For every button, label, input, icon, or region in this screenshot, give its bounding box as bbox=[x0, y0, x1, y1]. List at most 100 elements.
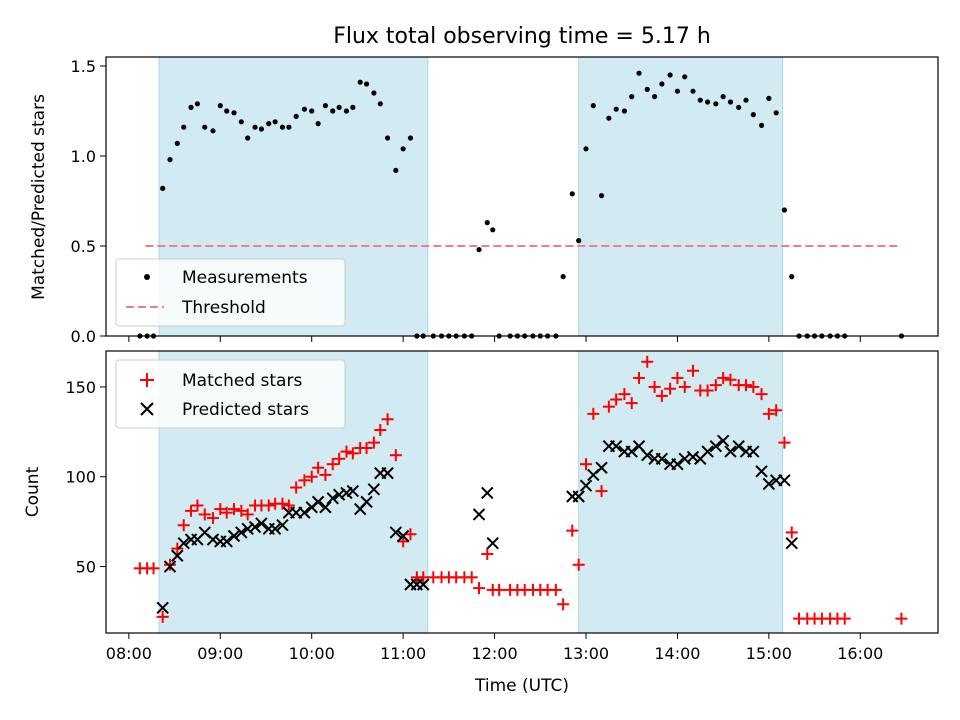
predicted-star-stroke-b bbox=[778, 474, 791, 487]
measurement-point bbox=[644, 86, 650, 92]
top-shaded-periods bbox=[158, 56, 784, 337]
predicted-star-point bbox=[298, 506, 311, 519]
predicted-star-stroke-b bbox=[625, 445, 638, 458]
matched-star-point bbox=[724, 373, 737, 386]
predicted-star-stroke-b bbox=[686, 450, 700, 464]
predicted-stars-points bbox=[156, 434, 798, 615]
predicted-star-stroke-b bbox=[572, 490, 585, 503]
predicted-star-stroke-b bbox=[367, 483, 381, 496]
measurement-point bbox=[490, 227, 496, 233]
measurement-point bbox=[336, 104, 342, 110]
predicted-star-stroke-b bbox=[755, 465, 768, 478]
bottom-ytick-label-1: 100 bbox=[65, 468, 96, 487]
bottom-panel: 50 100 150 08:00 09:00 10:00 11:00 12:00 13:00 1… bbox=[23, 350, 939, 696]
predicted-star-stroke-b bbox=[268, 522, 282, 536]
matched-star-point bbox=[664, 382, 677, 395]
predicted-star-point bbox=[311, 495, 325, 509]
predicted-star-point bbox=[177, 536, 190, 550]
measurement-point bbox=[720, 94, 726, 100]
matched-star-point bbox=[625, 397, 638, 410]
predicted-star-point bbox=[762, 477, 776, 491]
predicted-star-stroke-b bbox=[609, 439, 623, 453]
measurement-point bbox=[385, 135, 391, 141]
matched-star-point bbox=[778, 436, 791, 449]
matched-star-point bbox=[580, 458, 592, 471]
predicted-star-point bbox=[268, 522, 282, 536]
matched-star-point bbox=[747, 380, 760, 393]
xtick-label-5: 13:00 bbox=[563, 644, 609, 663]
measurement-point bbox=[266, 121, 272, 127]
predicted-star-stroke-b bbox=[198, 526, 211, 539]
xtick-label-2: 10:00 bbox=[289, 644, 335, 663]
predicted-star-stroke-b bbox=[298, 506, 311, 519]
predicted-star-point bbox=[724, 445, 737, 458]
predicted-star-point bbox=[572, 490, 585, 503]
matched-star-point bbox=[326, 458, 339, 471]
matched-star-point bbox=[473, 582, 486, 595]
matched-star-point bbox=[319, 468, 332, 481]
predicted-star-stroke-b bbox=[472, 508, 486, 521]
measurement-point bbox=[238, 119, 244, 125]
top-ytick-label-0: 0.0 bbox=[71, 327, 96, 346]
predicted-star-point bbox=[671, 457, 684, 471]
measurement-point bbox=[258, 126, 265, 132]
matched-star-point bbox=[282, 499, 295, 512]
measurement-point bbox=[315, 121, 321, 127]
top-legend-box bbox=[115, 258, 346, 327]
matched-star-point bbox=[214, 503, 227, 516]
matched-star-point bbox=[206, 512, 219, 525]
measurement-point bbox=[727, 99, 734, 105]
predicted-star-stroke-b bbox=[235, 526, 248, 539]
matched-star-point bbox=[633, 371, 646, 384]
matched-star-point bbox=[557, 598, 570, 611]
measurement-point bbox=[167, 157, 173, 163]
measurement-point bbox=[217, 103, 223, 109]
measurement-point bbox=[194, 101, 201, 107]
measurement-point bbox=[758, 122, 765, 128]
matched-star-point bbox=[895, 612, 908, 625]
predicted-star-point bbox=[389, 526, 403, 539]
predicted-star-point bbox=[785, 536, 798, 550]
measurement-point bbox=[789, 274, 795, 280]
measurement-point bbox=[301, 106, 307, 112]
matched-star-point bbox=[740, 379, 752, 392]
predicted-star-stroke-b bbox=[227, 529, 241, 543]
xtick-label-8: 16:00 bbox=[837, 644, 883, 663]
predicted-star-stroke-b bbox=[163, 560, 177, 573]
predicted-star-stroke-b bbox=[319, 501, 332, 514]
bottom-y-ticks: 50 100 150 bbox=[65, 378, 106, 577]
predicted-star-stroke-b bbox=[785, 536, 798, 550]
predicted-star-point bbox=[396, 529, 410, 543]
matched-star-point bbox=[241, 508, 254, 521]
matched-star-point bbox=[648, 380, 661, 393]
xtick-label-0: 08:00 bbox=[106, 644, 152, 663]
predicted-star-stroke-b bbox=[311, 495, 325, 509]
top-axes-frame bbox=[105, 56, 939, 337]
matched-star-point bbox=[717, 371, 730, 384]
predicted-star-point bbox=[417, 578, 430, 591]
measurement-point bbox=[576, 238, 582, 244]
measurement-point bbox=[606, 115, 612, 121]
measurement-point bbox=[598, 193, 605, 199]
predicted-star-point bbox=[595, 461, 608, 474]
measurement-point bbox=[293, 113, 299, 119]
measurement-point bbox=[160, 185, 166, 191]
legend-matched-label: Matched stars bbox=[182, 371, 302, 391]
matched-star-point bbox=[549, 583, 562, 596]
predicted-star-stroke-b bbox=[156, 601, 169, 615]
matched-star-point bbox=[389, 449, 402, 462]
predicted-star-point bbox=[655, 452, 669, 465]
matched-star-point bbox=[641, 355, 654, 368]
matched-star-point bbox=[171, 542, 184, 555]
matched-star-point bbox=[290, 481, 303, 494]
predicted-star-stroke-b bbox=[632, 439, 646, 453]
matched-star-point bbox=[191, 499, 204, 512]
predicted-star-stroke-b bbox=[171, 549, 184, 562]
predicted-star-point bbox=[579, 479, 593, 492]
predicted-star-point bbox=[755, 465, 768, 478]
predicted-star-point bbox=[171, 549, 184, 562]
matched-star-point bbox=[156, 610, 169, 623]
matched-star-point bbox=[228, 503, 240, 516]
xtick-label-3: 11:00 bbox=[380, 644, 426, 663]
measurement-point bbox=[476, 247, 482, 253]
